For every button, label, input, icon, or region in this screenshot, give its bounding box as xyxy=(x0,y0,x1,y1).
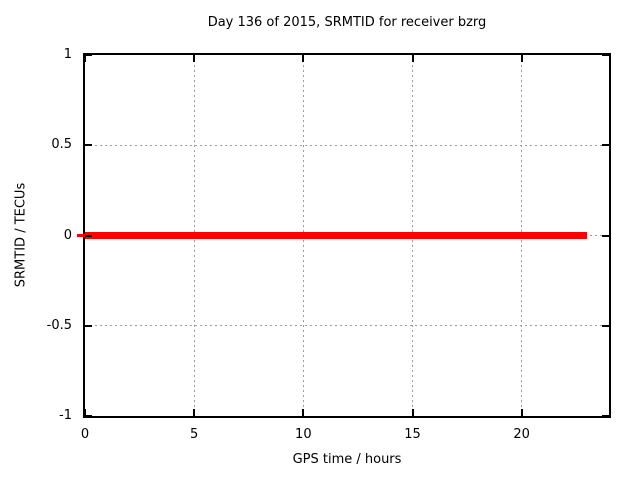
x-tick-top xyxy=(411,55,414,62)
x-tick-top xyxy=(193,55,196,62)
x-tick-label: 5 xyxy=(190,427,199,442)
y-tick-right xyxy=(602,54,609,56)
gridline-horizontal xyxy=(85,325,609,327)
x-axis-title: GPS time / hours xyxy=(292,452,402,467)
x-tick-bottom xyxy=(411,409,414,416)
y-tick-label: 1 xyxy=(63,47,72,62)
y-tick-left xyxy=(85,234,92,237)
y-tick-right xyxy=(602,234,609,237)
y-tick-left xyxy=(85,415,92,417)
x-tick-top xyxy=(520,55,523,62)
y-tick-label: 0.5 xyxy=(51,137,72,153)
x-tick-label: 0 xyxy=(80,427,90,442)
y-tick-left xyxy=(85,324,92,327)
y-tick-right xyxy=(602,144,609,147)
x-tick-label: 15 xyxy=(404,427,421,442)
series-line-srmtid xyxy=(85,232,588,239)
x-tick-label: 10 xyxy=(295,427,312,442)
x-tick-bottom xyxy=(84,409,86,416)
x-tick-bottom xyxy=(520,409,523,416)
x-tick-bottom xyxy=(193,409,196,416)
series-zero-dash xyxy=(77,234,85,237)
y-tick-left xyxy=(85,144,92,147)
y-tick-label: -1 xyxy=(59,408,72,423)
x-tick-top xyxy=(84,55,86,62)
chart-title: Day 136 of 2015, SRMTID for receiver bzr… xyxy=(207,15,487,30)
gridline-horizontal xyxy=(85,144,609,146)
x-tick-top xyxy=(302,55,305,62)
x-tick-bottom xyxy=(302,409,305,416)
y-tick-right xyxy=(602,324,609,327)
y-axis-title: SRMTID / TECUs xyxy=(13,182,29,288)
y-tick-right xyxy=(602,415,609,417)
y-tick-left xyxy=(85,54,92,56)
x-tick-label: 20 xyxy=(513,427,530,442)
y-tick-label: 0 xyxy=(63,227,72,243)
y-tick-label: -0.5 xyxy=(46,317,72,333)
